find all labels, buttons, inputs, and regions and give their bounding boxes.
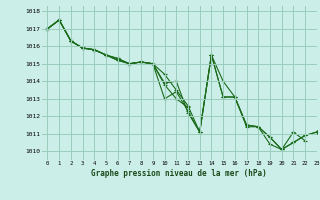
- X-axis label: Graphe pression niveau de la mer (hPa): Graphe pression niveau de la mer (hPa): [91, 169, 267, 178]
